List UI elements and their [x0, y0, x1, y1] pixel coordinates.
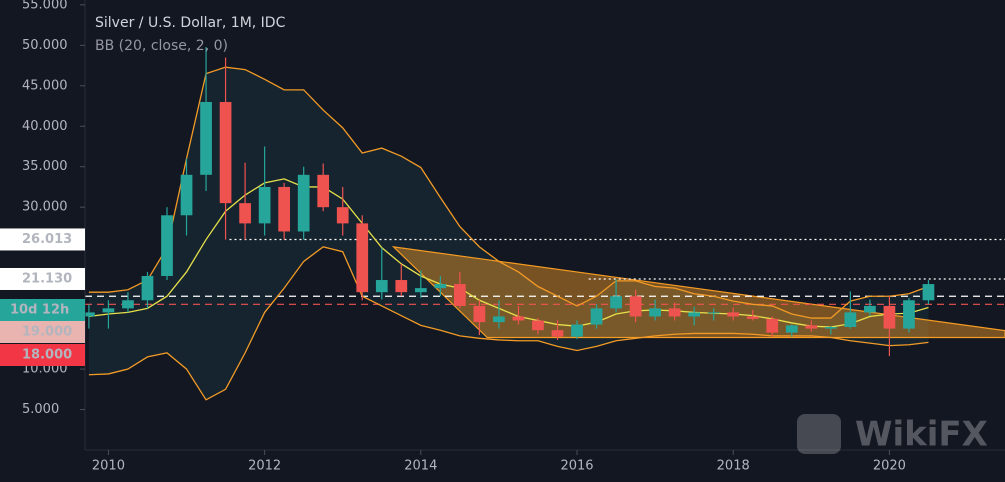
x-tick-label: 2018: [717, 459, 750, 474]
candle-body: [844, 312, 857, 327]
candle-body: [590, 308, 603, 325]
bollinger-lower: [88, 246, 929, 401]
candle-body: [532, 320, 544, 331]
candle-body: [864, 305, 876, 313]
candle-body: [551, 330, 564, 337]
candle-body: [922, 284, 935, 301]
watermark: WikiFX: [855, 415, 988, 455]
x-tick-label: 2014: [404, 459, 437, 474]
y-tick-label: 5.000: [22, 402, 59, 417]
candle-body: [610, 296, 622, 309]
candle-body: [102, 308, 115, 313]
candle-body: [785, 325, 798, 333]
candle-body: [297, 174, 310, 232]
candle-body: [219, 101, 232, 204]
price-badge: [0, 344, 85, 366]
price-badge-label: 21.130: [22, 271, 72, 286]
candle-body: [317, 174, 330, 208]
y-tick-label: 55.000: [22, 0, 68, 12]
candle-body: [258, 186, 271, 224]
price-badge: [0, 321, 85, 343]
candle-body: [824, 326, 837, 329]
candle-body: [336, 207, 349, 224]
candle-body: [83, 312, 95, 317]
candle-body: [395, 280, 408, 293]
candle-body: [239, 203, 251, 224]
candle-body: [512, 316, 525, 321]
y-tick-label: 35.000: [22, 159, 68, 174]
candle-body: [278, 186, 291, 232]
candle-body: [141, 275, 154, 301]
candle-body: [649, 308, 661, 317]
x-tick-label: 2012: [248, 459, 281, 474]
bollinger-upper: [88, 66, 929, 319]
x-tick-label: 2016: [560, 459, 593, 474]
candle-body: [668, 308, 681, 317]
y-tick-label: 30.000: [22, 200, 68, 215]
y-tick-label: 50.000: [22, 38, 68, 53]
watermark-logo: [797, 414, 841, 454]
candle-body: [473, 305, 486, 323]
x-tick-label: 2010: [92, 459, 125, 474]
candle-body: [122, 300, 134, 309]
indicator-label: BB (20, close, 2, 0): [95, 38, 228, 54]
y-tick-label: 45.000: [22, 78, 68, 93]
candle-body: [883, 305, 896, 329]
candle-body: [375, 280, 388, 293]
price-badge: [0, 228, 85, 251]
candle-body: [180, 174, 193, 216]
candle-body: [727, 312, 740, 317]
price-badge: [0, 267, 85, 290]
candle-body: [356, 223, 369, 293]
candle-body: [200, 101, 212, 175]
countdown-badge: [0, 299, 85, 321]
candle-body: [629, 296, 642, 317]
price-badge-label: 19.000: [22, 325, 72, 340]
candle-body: [493, 316, 505, 323]
bollinger-middle: [88, 178, 929, 328]
band-fill: [88, 67, 929, 400]
candle-body: [571, 324, 583, 337]
candle-body: [161, 215, 173, 276]
candle-body: [766, 318, 779, 333]
candle-body: [903, 300, 915, 329]
candle-body: [434, 284, 447, 289]
price-badge-label: 26.013: [22, 232, 72, 247]
candle-body: [746, 316, 759, 319]
candle-body: [805, 325, 818, 329]
price-badge-label: 18.000: [22, 348, 72, 363]
candle-body: [688, 312, 701, 317]
chart-title: Silver / U.S. Dollar, 1M, IDC: [95, 15, 286, 31]
y-tick-label: 40.000: [22, 119, 68, 134]
x-tick-label: 2020: [873, 459, 906, 474]
candle-body: [454, 284, 466, 306]
plot-area: [83, 46, 1005, 401]
candle-body: [414, 288, 427, 293]
candle-body: [707, 312, 720, 314]
countdown-label: 10d 12h: [10, 303, 69, 318]
